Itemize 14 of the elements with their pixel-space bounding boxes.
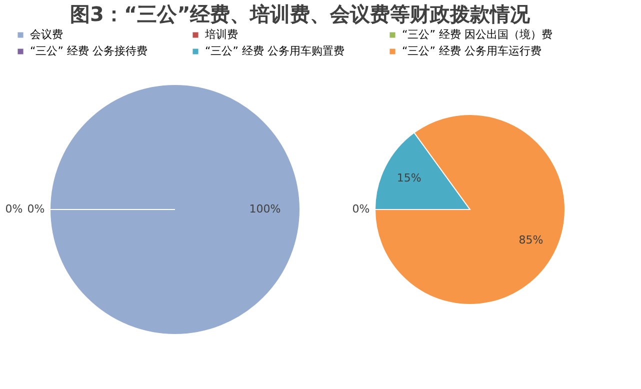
legend-label: 培训费	[204, 28, 238, 41]
data-label: 100%	[249, 202, 281, 216]
chart-title: 图3：“三公”经费、培训费、会议费等财政拨款情况	[70, 2, 532, 26]
legend-label: “三公” 经费 公务用车购置费	[205, 44, 344, 58]
data-label: 15%	[396, 171, 422, 184]
legend-label: “三公” 经费 公务用车运行费	[402, 44, 542, 58]
text: 0%	[27, 202, 45, 216]
legend-label: “三公” 经费 公务接待费	[30, 44, 148, 58]
text: 0%	[352, 202, 370, 216]
legend-label: “三公” 经费 因公出国（境）费	[402, 28, 552, 41]
data-label: 85%	[518, 234, 544, 247]
text: 0%	[5, 202, 23, 216]
legend-label: 会议费	[30, 28, 63, 41]
pie-slice	[374, 114, 566, 305]
